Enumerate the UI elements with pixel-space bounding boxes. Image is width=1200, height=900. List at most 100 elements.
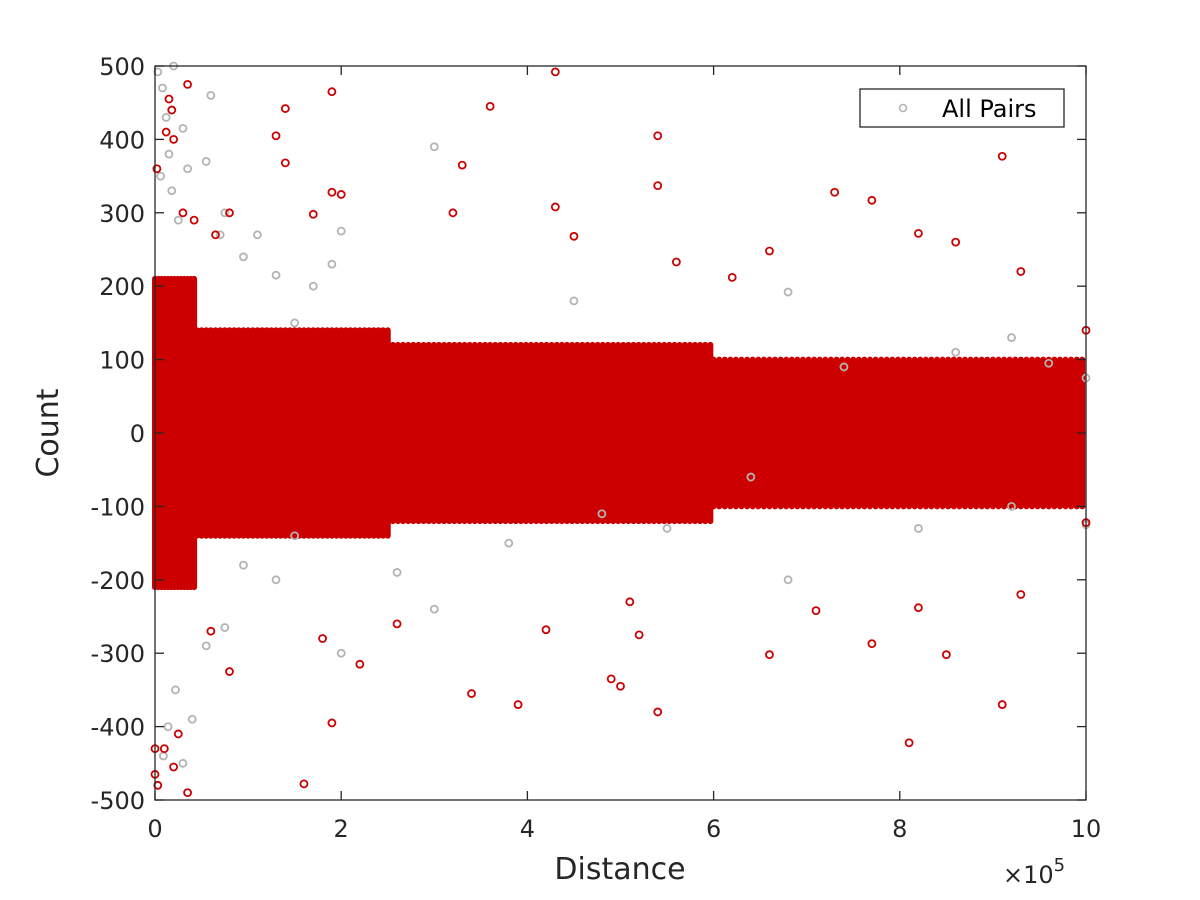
y-axis-title: Count: [31, 388, 66, 477]
data-point-highlighted: [164, 94, 174, 104]
data-point-highlighted: [765, 650, 774, 660]
data-point-all-pairs: [239, 560, 248, 570]
data-point-all-pairs: [783, 575, 793, 585]
data-point-all-pairs: [153, 67, 163, 77]
data-point-highlighted: [867, 639, 877, 649]
data-points: [150, 61, 1091, 798]
data-point-highlighted: [206, 626, 216, 636]
data-point-all-pairs: [167, 186, 177, 196]
data-point-all-pairs: [163, 722, 173, 731]
data-point-highlighted: [167, 105, 177, 115]
data-point-highlighted: [830, 187, 840, 197]
data-point-highlighted: [634, 630, 644, 640]
data-point-highlighted: [765, 246, 774, 256]
data-point-all-pairs: [271, 575, 281, 585]
data-point-all-pairs: [1007, 501, 1016, 511]
data-point-highlighted: [951, 237, 961, 247]
data-point-highlighted: [392, 619, 402, 629]
data-point-highlighted: [616, 681, 625, 691]
data-point-all-pairs: [220, 208, 230, 218]
data-point-all-pairs: [327, 259, 337, 269]
legend-marker-all-pairs: [898, 103, 908, 113]
data-point-all-pairs: [253, 230, 262, 240]
data-point-all-pairs: [187, 714, 197, 724]
data-point-all-pairs: [164, 149, 174, 159]
data-point-highlighted: [211, 230, 220, 240]
y-tick-label: -200: [91, 567, 145, 595]
data-point-all-pairs: [914, 524, 923, 533]
data-point-all-pairs: [271, 270, 281, 280]
data-point-highlighted: [169, 762, 179, 772]
data-point-highlighted: [653, 707, 663, 717]
axis-tick-labels: 0 2 4 6 8 10 -500 -400 -300 -200 -100 0 100 200 300 400…: [91, 53, 1102, 843]
data-point-highlighted: [513, 700, 523, 709]
data-point-all-pairs: [206, 90, 216, 100]
data-point-highlighted: [336, 190, 346, 199]
data-point-highlighted: [727, 272, 737, 282]
data-point-all-pairs: [308, 281, 318, 291]
data-point-highlighted: [457, 160, 467, 170]
y-tick-label: -400: [91, 714, 145, 742]
data-point-all-pairs: [951, 347, 961, 357]
data-point-highlighted: [189, 215, 199, 225]
data-point-highlighted: [1016, 590, 1026, 599]
data-point-all-pairs: [662, 524, 672, 533]
data-point-highlighted: [152, 164, 162, 174]
data-point-highlighted: [169, 134, 179, 144]
data-point-all-pairs: [429, 142, 439, 152]
y-tick-label: 100: [99, 347, 145, 375]
data-point-highlighted: [183, 79, 192, 89]
y-tick-label: 0: [130, 420, 145, 448]
y-tick-label: 500: [99, 53, 145, 81]
legend-box: [859, 88, 1065, 128]
data-point-highlighted: [280, 158, 290, 168]
x-axis-exponent: ×105: [1003, 855, 1065, 889]
data-point-highlighted: [153, 780, 163, 790]
data-point-highlighted: [653, 181, 663, 191]
data-point-all-pairs: [392, 568, 402, 577]
x-tick-label: 6: [706, 815, 721, 843]
data-point-highlighted: [541, 625, 551, 635]
data-point-all-pairs: [178, 758, 188, 768]
data-point-all-pairs: [173, 215, 183, 225]
data-point-highlighted: [914, 603, 923, 613]
data-point-all-pairs: [1007, 333, 1016, 342]
axis-ticks: [154, 65, 1087, 801]
data-point-all-pairs: [504, 538, 514, 548]
data-point-highlighted: [941, 650, 951, 660]
data-point-all-pairs: [746, 472, 756, 482]
data-point-highlighted: [467, 689, 476, 698]
data-point-highlighted: [271, 131, 281, 141]
data-point-highlighted: [448, 208, 458, 218]
data-point-highlighted: [159, 744, 169, 754]
data-point-highlighted: [606, 674, 616, 684]
data-point-all-pairs: [220, 623, 230, 632]
data-point-all-pairs: [161, 112, 171, 122]
data-point-highlighted: [327, 718, 337, 728]
data-point-all-pairs: [178, 123, 188, 133]
data-point-highlighted: [327, 187, 337, 197]
x-tick-label: 4: [520, 815, 535, 843]
data-point-all-pairs: [171, 685, 180, 695]
data-point-highlighted: [904, 738, 914, 748]
data-point-highlighted: [178, 208, 188, 218]
data-point-highlighted: [997, 700, 1007, 709]
data-point-all-pairs: [239, 252, 248, 262]
legend-label-all-pairs: All Pairs: [942, 95, 1037, 123]
data-point-highlighted: [161, 127, 171, 137]
data-point-all-pairs: [336, 648, 346, 658]
data-point-highlighted: [327, 87, 337, 97]
data-point-highlighted: [225, 667, 234, 676]
data-point-highlighted: [671, 257, 681, 267]
data-point-all-pairs: [156, 171, 165, 181]
data-point-highlighted: [225, 208, 234, 218]
data-point-highlighted: [569, 231, 579, 241]
data-point-all-pairs: [839, 362, 849, 372]
x-exponent-power: 5: [1054, 855, 1065, 876]
data-point-highlighted: [914, 228, 923, 238]
data-point-highlighted: [355, 659, 365, 669]
legend: All Pairs: [859, 88, 1065, 128]
data-point-all-pairs: [569, 296, 579, 306]
x-tick-label: 10: [1071, 815, 1102, 843]
